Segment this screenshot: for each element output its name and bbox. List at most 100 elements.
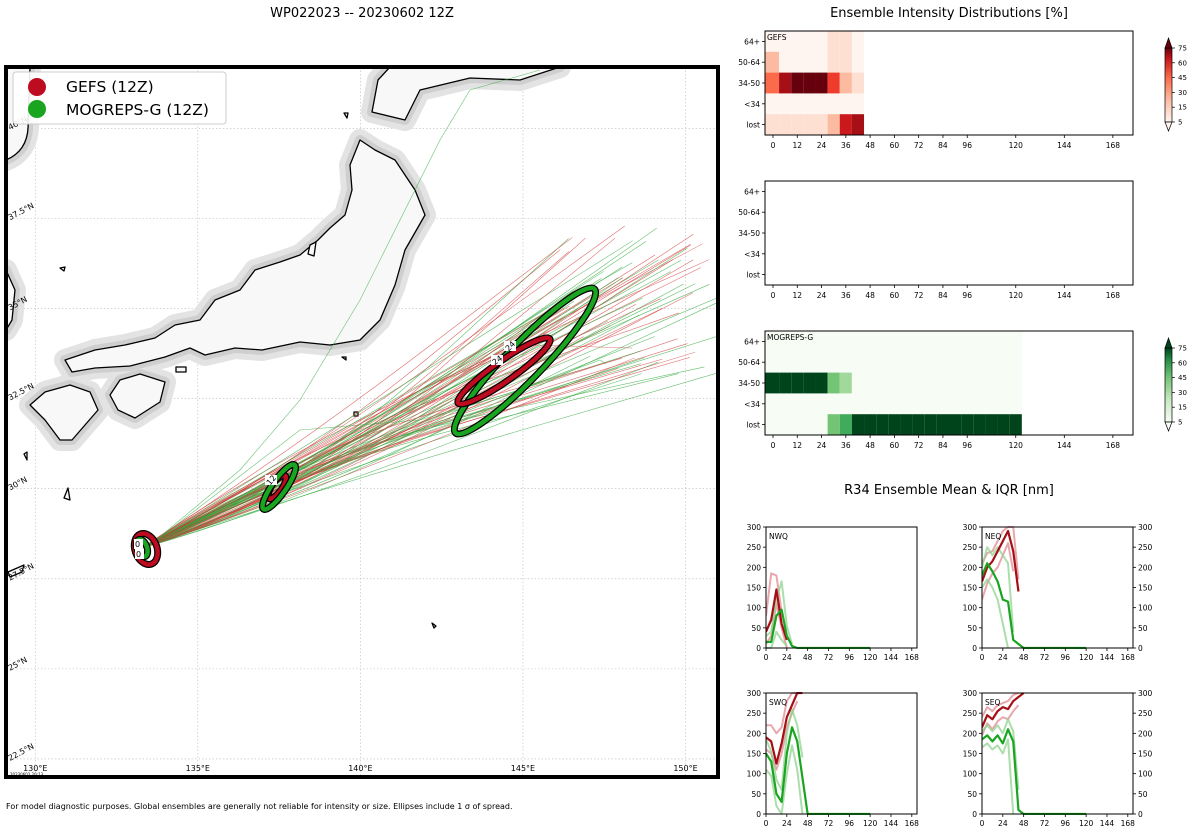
x-tick-label: 84 [938, 141, 948, 150]
track-mogreps [141, 277, 623, 549]
x-tick-label: 96 [962, 441, 972, 450]
heatmap-cell [815, 393, 828, 415]
y-tick-label: lost [746, 121, 760, 130]
heatmap-cell [779, 31, 792, 53]
x-tick-label: 96 [962, 291, 972, 300]
heatmap-cell [997, 372, 1010, 394]
track-gefs [141, 237, 573, 549]
track-mogreps [141, 372, 718, 549]
x-tick-label: 48 [865, 441, 875, 450]
heatmap-cell [765, 31, 780, 53]
legend-label-gefs: GEFS (12Z) [66, 78, 154, 96]
heatmap-cell [815, 351, 828, 373]
heatmap-cell [949, 331, 962, 353]
r34-quadrant-label: SWQ [769, 698, 787, 707]
r34-series-mogreps-g-iqr-low [982, 578, 1010, 649]
land-west-edge [6, 269, 16, 331]
heatmap-cell [791, 372, 804, 394]
heatmap-cell [765, 93, 780, 115]
y-tick-label: 0 [972, 810, 977, 819]
x-tick-label: 48 [865, 141, 875, 150]
y-tick-label: 64+ [744, 337, 760, 346]
x-tick-label: 168 [905, 653, 920, 662]
heatmap-cell [985, 414, 998, 436]
heatmap-cell [985, 351, 998, 373]
x-tick-label: 144 [1057, 141, 1072, 150]
x-tick-label: 60 [890, 141, 900, 150]
heatmap-cell [803, 351, 816, 373]
track-mogreps [141, 271, 604, 549]
y-tick-label: 34-50 [738, 79, 760, 88]
heatmap-cell [973, 351, 986, 373]
heatmap-cell [815, 31, 828, 53]
heatmap-cell [803, 51, 816, 73]
heatmap-cell [851, 93, 865, 115]
x-tick-label: 0 [771, 141, 776, 150]
heatmap-cell [765, 351, 780, 373]
y-tick-label: 300 [963, 689, 978, 698]
y-tick-label: 200 [963, 563, 978, 572]
x-tick-label: 0 [771, 441, 776, 450]
heatmap-cell [851, 351, 865, 373]
heatmap-cell [900, 414, 913, 436]
heatmap-cell [936, 414, 949, 436]
r34-series-mogreps-g-iqr-high [766, 580, 793, 645]
r34-series-gefs-iqr-high [982, 692, 1019, 718]
heatmap-cell [1009, 331, 1022, 353]
heatmap-cell [815, 93, 828, 115]
heatmap-cell [851, 51, 865, 73]
track-mogreps [141, 355, 591, 549]
x-tick-label: 120 [1009, 141, 1024, 150]
heatmap-cell [985, 372, 998, 394]
x-tick-label: 12 [793, 141, 803, 150]
y-tick-label: 50 [751, 790, 761, 799]
heatmap-cell [900, 372, 913, 394]
heatmap-cell [936, 331, 949, 353]
r34-panel-bg [982, 693, 1133, 814]
heatmap-cell [851, 72, 865, 94]
heatmap-cell [815, 114, 828, 136]
heatmap-cell [765, 72, 780, 94]
heatmap-cell [839, 31, 852, 53]
heatmap-cell [827, 414, 840, 436]
heatmap-cell [839, 372, 852, 394]
x-tick-label: 72 [824, 653, 834, 662]
x-tick-label: 144 [884, 819, 899, 828]
x-tick-label: 48 [1019, 653, 1029, 662]
intensity-panel-bg [765, 181, 1133, 285]
heatmap-cell [791, 393, 804, 415]
x-tick-label: 144 [1057, 441, 1072, 450]
heatmap-cell [900, 393, 913, 415]
y-tick-label: 100 [963, 604, 978, 613]
island-amami [7, 564, 25, 578]
y-tick-label-right: 250 [1138, 709, 1153, 718]
y-tick-label: <34 [744, 250, 760, 259]
y-tick-label: 34-50 [738, 229, 760, 238]
x-tick-label: 24 [817, 441, 827, 450]
y-tick-label-right: 100 [1138, 770, 1153, 779]
heatmap-cell [961, 372, 974, 394]
heatmap-cell [815, 414, 828, 436]
y-tick-label: <34 [744, 400, 760, 409]
y-tick-label: 50-64 [738, 208, 760, 217]
heatmap-cell [827, 331, 840, 353]
heatmap-cell [839, 51, 852, 73]
heatmap-cell [779, 372, 792, 394]
heatmap-cell [765, 331, 780, 353]
colorbar-gefs: 75 60 45 30 15 5 [1164, 36, 1187, 132]
heatmap-cell [924, 393, 937, 415]
r34-quadrant-label: NEQ [985, 532, 1001, 541]
y-tick-label: 100 [963, 770, 978, 779]
y-tick-label: 250 [747, 543, 762, 552]
track-gefs [141, 238, 616, 549]
map-gridlines [6, 67, 718, 777]
x-tick-label: 72 [914, 291, 924, 300]
heatmap-cell [900, 351, 913, 373]
x-tick-label: 120 [863, 653, 878, 662]
y-tick-label-right: 200 [1138, 729, 1153, 738]
colorbar-gefs-tick-label: 30 [1178, 89, 1187, 97]
y-tick-label: 50 [967, 624, 977, 633]
map-plot: 0 0 12 24 24 20230602 20:13 [6, 67, 718, 777]
